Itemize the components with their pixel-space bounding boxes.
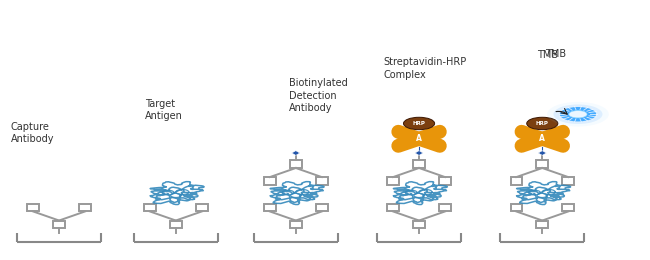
Circle shape (547, 102, 609, 127)
Text: HRP: HRP (413, 121, 426, 126)
Text: A: A (416, 134, 422, 143)
Text: Streptavidin-HRP
Complex: Streptavidin-HRP Complex (384, 57, 467, 80)
Text: Target
Antigen: Target Antigen (145, 99, 183, 121)
Polygon shape (538, 151, 547, 155)
Text: TMB: TMB (545, 49, 567, 59)
Circle shape (404, 117, 435, 130)
Circle shape (526, 117, 558, 130)
Polygon shape (292, 151, 300, 155)
Text: Biotinylated
Detection
Antibody: Biotinylated Detection Antibody (289, 79, 348, 113)
Text: A: A (540, 134, 545, 143)
Text: TMB: TMB (537, 50, 558, 60)
Circle shape (560, 107, 596, 121)
Polygon shape (415, 151, 423, 155)
Text: Capture
Antibody: Capture Antibody (10, 122, 54, 144)
Circle shape (553, 105, 603, 124)
Text: HRP: HRP (536, 121, 549, 126)
Circle shape (569, 110, 587, 118)
